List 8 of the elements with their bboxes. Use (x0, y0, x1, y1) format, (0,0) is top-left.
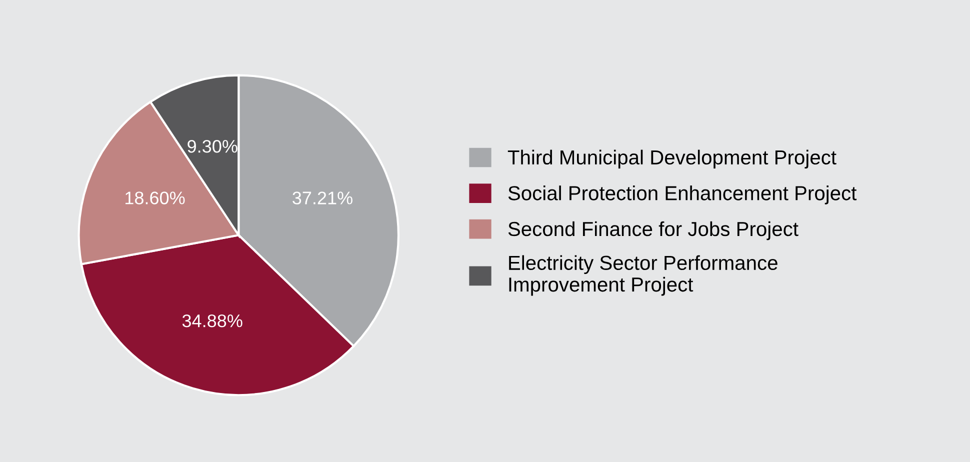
data-label: 34.88% (182, 314, 242, 328)
data-label: 18.60% (126, 192, 185, 204)
legend-label: Electricity Sector Performance Improvement Project (509, 255, 778, 296)
data-label: 37.21% (292, 192, 352, 204)
legend-label: Social Protection Enhancement Project (508, 186, 857, 204)
legend-label: Second Finance for Jobs Project (508, 221, 798, 240)
legend-label: Third Municipal Development Project (508, 150, 836, 169)
data-label: 9.30% (188, 140, 238, 153)
